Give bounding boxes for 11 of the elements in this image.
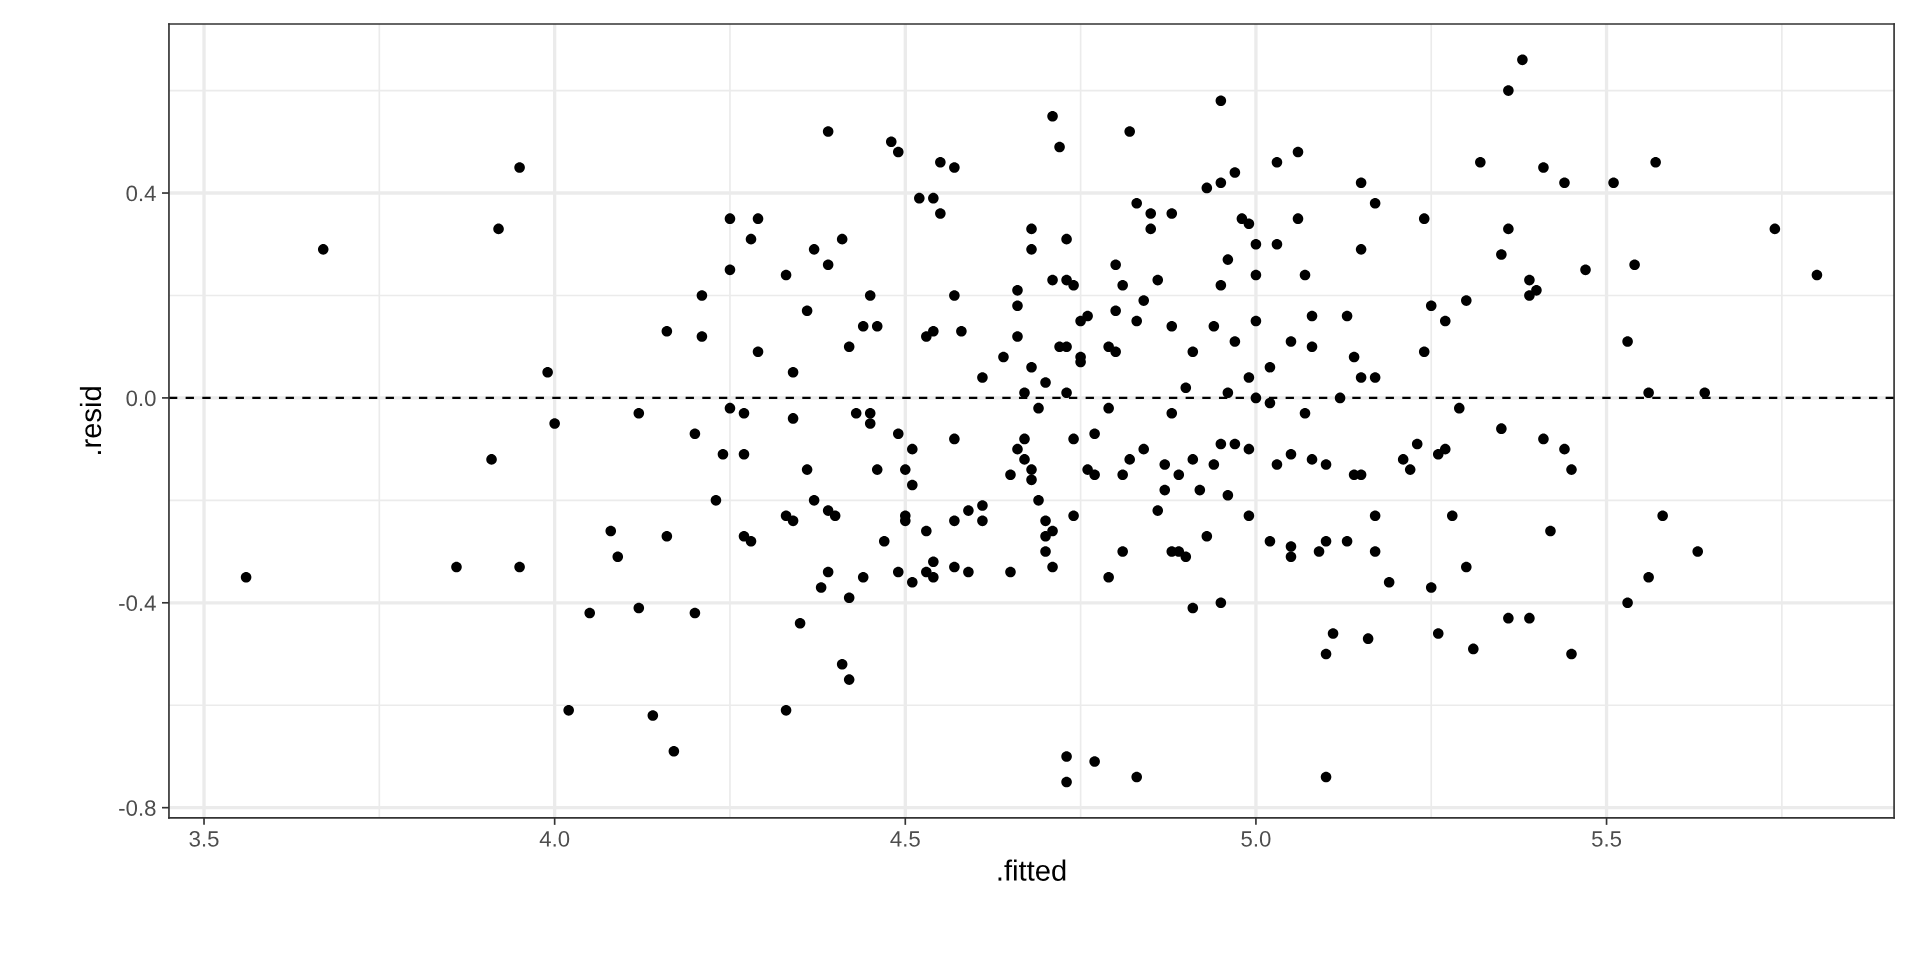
y-tick-label: 0.0 [126,390,156,407]
x-tick-label: 4.0 [539,831,570,847]
y-tick-label: -0.8 [119,800,156,816]
y-tick-label: -0.4 [119,595,156,612]
x-tick-label: 5.0 [1241,831,1271,847]
x-axis-title: .fitted [998,859,1066,881]
x-tick-label: 4.5 [890,831,920,847]
y-axis-title: .resid [79,387,102,454]
y-tick-label: 0.4 [126,185,156,202]
x-tick-label: 3.5 [189,831,219,847]
x-tick-label: 5.5 [1592,831,1622,847]
